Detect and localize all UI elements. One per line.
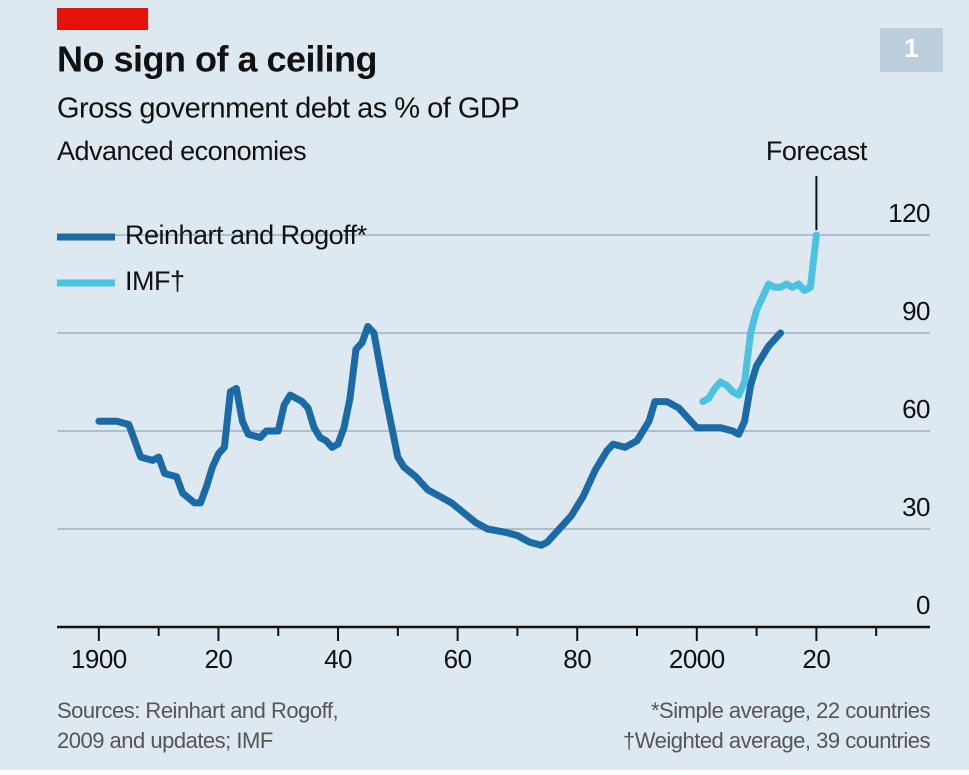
series-line	[699, 231, 820, 406]
source: Sources: Reinhart and Rogoff,	[57, 698, 338, 723]
chart-number: 1	[904, 33, 918, 63]
annotation: Forecast	[766, 136, 868, 166]
x-tick-label: 2000	[669, 644, 725, 674]
legend-label: IMF†	[125, 266, 185, 296]
y-tick-label: 90	[902, 296, 930, 326]
x-tick-label: 20	[204, 644, 232, 674]
x-tick-label: 40	[324, 644, 352, 674]
subtitle: Gross government debt as % of GDP	[57, 93, 519, 125]
x-tick-label: 80	[563, 644, 591, 674]
series-line	[95, 323, 784, 549]
x-tick-label: 20	[802, 644, 830, 674]
red-tag	[57, 8, 148, 30]
x-tick-label: 60	[444, 644, 472, 674]
legend-label: Reinhart and Rogoff*	[125, 220, 368, 250]
x-tick-label: 1900	[71, 644, 127, 674]
y-tick-label: 0	[916, 590, 930, 620]
y-tick-label: 60	[902, 394, 930, 424]
note: *Simple average, 22 countries	[651, 698, 930, 723]
y-tick-label: 120	[888, 198, 930, 228]
source: 2009 and updates; IMF	[57, 728, 273, 753]
subtitle2: Advanced economies	[57, 136, 306, 166]
chart-title: No sign of a ceiling	[57, 39, 377, 80]
y-tick-label: 30	[902, 492, 930, 522]
note: †Weighted average, 39 countries	[623, 728, 930, 753]
number-box	[880, 28, 943, 72]
